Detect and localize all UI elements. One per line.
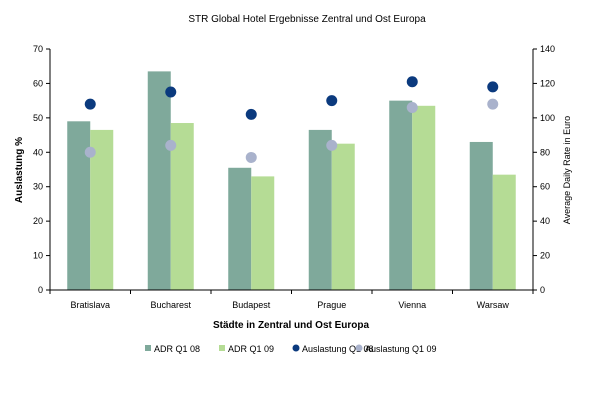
- point-auslastung-q1-09: [165, 139, 177, 151]
- point-auslastung-q1-09: [326, 139, 338, 151]
- point-auslastung-q1-09: [245, 151, 257, 163]
- bar-adr-q1-08: [389, 100, 413, 291]
- chart-title: STR Global Hotel Ergebnisse Zentral und …: [188, 14, 426, 25]
- legend-swatch: [219, 345, 225, 351]
- point-auslastung-q1-08: [326, 95, 338, 107]
- y2-tick-label: 80: [540, 147, 550, 157]
- y2-tick-label: 60: [540, 182, 550, 192]
- x-tick-label: Budapest: [232, 300, 271, 310]
- y-tick-label: 40: [33, 147, 43, 157]
- bar-adr-q1-08: [228, 167, 252, 290]
- x-tick-label: Warsaw: [477, 300, 510, 310]
- point-auslastung-q1-08: [406, 76, 418, 88]
- y2-tick-label: 100: [540, 113, 555, 123]
- point-auslastung-q1-09: [406, 102, 418, 114]
- bar-adr-q1-08: [308, 129, 332, 290]
- y2-axis-label: Average Daily Rate in Euro: [562, 116, 572, 224]
- x-tick-label: Bratislava: [70, 300, 110, 310]
- y-tick-label: 70: [33, 44, 43, 54]
- x-tick-label: Vienna: [398, 300, 426, 310]
- bar-adr-q1-09: [251, 176, 275, 290]
- legend-marker: [292, 344, 300, 352]
- y2-tick-label: 120: [540, 78, 555, 88]
- bar-adr-q1-09: [331, 143, 355, 290]
- y-tick-label: 10: [33, 251, 43, 261]
- bar-adr-q1-09: [492, 174, 516, 290]
- legend-label: Auslastung Q1 08: [302, 344, 374, 354]
- y-tick-label: 50: [33, 113, 43, 123]
- bar-adr-q1-08: [147, 71, 171, 290]
- point-auslastung-q1-08: [84, 98, 96, 110]
- x-tick-label: Bucharest: [150, 300, 191, 310]
- point-auslastung-q1-08: [165, 86, 177, 98]
- bar-adr-q1-09: [90, 129, 114, 290]
- legend-marker: [355, 344, 363, 352]
- legend: ADR Q1 08 ADR Q1 09 Auslastung Q1 08Auslas…: [145, 344, 437, 354]
- bar-adr-q1-09: [412, 105, 436, 290]
- legend-label: ADR Q1 09: [228, 344, 274, 354]
- bar-adr-q1-09: [170, 123, 194, 291]
- y2-tick-label: 140: [540, 44, 555, 54]
- y-tick-label: 30: [33, 182, 43, 192]
- x-axis-label: Städte in Zentral und Ost Europa: [213, 320, 370, 331]
- legend-swatch: [145, 345, 151, 351]
- y-tick-label: 0: [38, 285, 43, 295]
- legend-label: ADR Q1 08: [154, 344, 200, 354]
- y2-tick-label: 40: [540, 216, 550, 226]
- point-auslastung-q1-08: [487, 81, 499, 93]
- legend-label: Auslastung Q1 09: [365, 344, 437, 354]
- point-auslastung-q1-09: [487, 98, 499, 110]
- y2-tick-label: 20: [540, 251, 550, 261]
- x-tick-label: Prague: [317, 300, 346, 310]
- bar-adr-q1-08: [67, 121, 91, 290]
- bar-adr-q1-08: [469, 141, 493, 290]
- y2-tick-label: 0: [540, 285, 545, 295]
- point-auslastung-q1-08: [245, 108, 257, 120]
- point-auslastung-q1-09: [84, 146, 96, 158]
- y-tick-label: 20: [33, 216, 43, 226]
- y-axis-label: Auslastung %: [14, 137, 25, 203]
- y-tick-label: 60: [33, 78, 43, 88]
